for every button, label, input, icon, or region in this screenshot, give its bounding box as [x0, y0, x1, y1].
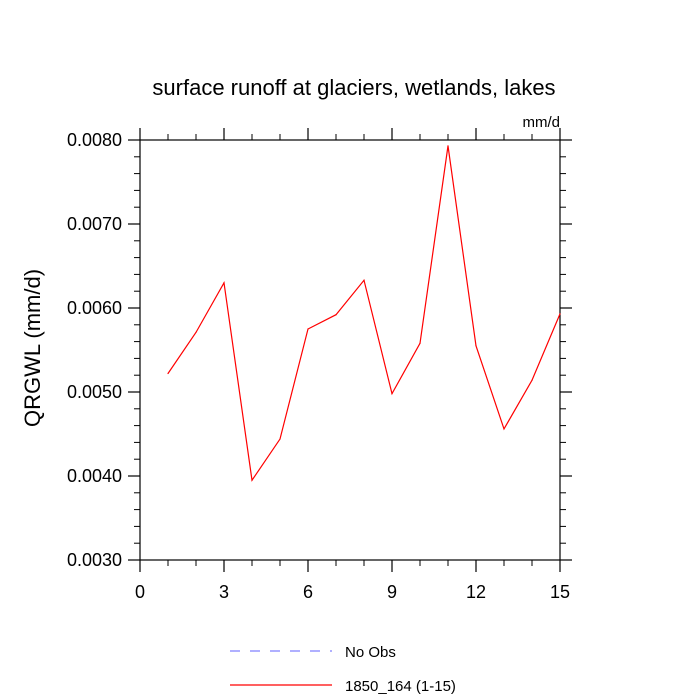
- series-line: [167, 145, 561, 482]
- data-point: [503, 428, 505, 430]
- data-point: [559, 313, 561, 315]
- data-point: [419, 342, 421, 344]
- x-tick-label: 3: [219, 582, 229, 602]
- x-tick-label: 6: [303, 582, 313, 602]
- y-tick-label: 0.0060: [67, 298, 122, 318]
- data-point: [391, 393, 393, 395]
- data-point: [195, 331, 197, 333]
- data-point: [307, 328, 309, 330]
- y-tick-labels: 0.0030 0.0040 0.0050 0.0060 0.0070 0.0080: [67, 130, 122, 570]
- data-point: [447, 145, 449, 147]
- data-point: [167, 372, 169, 375]
- data-point: [475, 345, 477, 347]
- y-tick-label: 0.0040: [67, 466, 122, 486]
- y-tick-label: 0.0080: [67, 130, 122, 150]
- x-tick-label: 9: [387, 582, 397, 602]
- data-point: [279, 438, 281, 440]
- data-point: [223, 282, 225, 284]
- axis-ticks: [128, 128, 572, 572]
- chart-title: surface runoff at glaciers, wetlands, la…: [152, 75, 555, 100]
- data-point: [531, 379, 533, 381]
- legend-label: No Obs: [345, 644, 396, 661]
- y-tick-label: 0.0070: [67, 214, 122, 234]
- y-tick-label: 0.0050: [67, 382, 122, 402]
- y-tick-label: 0.0030: [67, 550, 122, 570]
- x-tick-labels: 0 3 6 9 12 15: [135, 582, 570, 602]
- units-label: mm/d: [523, 114, 561, 131]
- x-tick-label: 0: [135, 582, 145, 602]
- series-group: [167, 145, 561, 482]
- data-point: [251, 479, 253, 481]
- legend-label: 1850_164 (1-15): [345, 678, 456, 695]
- x-tick-label: 15: [550, 582, 570, 602]
- x-tick-label: 12: [466, 582, 486, 602]
- legend: No Obs 1850_164 (1-15): [230, 644, 456, 695]
- data-point: [335, 314, 337, 316]
- y-axis-label: QRGWL (mm/d): [20, 269, 45, 427]
- plot-frame: [139, 139, 561, 561]
- data-point: [363, 279, 365, 281]
